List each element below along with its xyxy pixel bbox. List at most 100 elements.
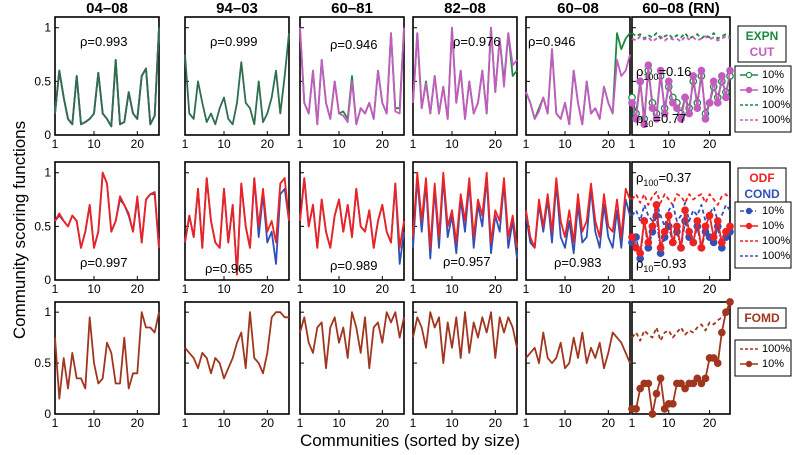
column-title-4: 60–08: [557, 0, 599, 17]
x-tick-label: 10: [332, 282, 346, 296]
series-line-r1-c3-1: [412, 171, 518, 249]
x-tick-label: 1: [52, 137, 59, 151]
panel-r0-c1: 1 10 20: [182, 16, 290, 151]
series-point: [713, 359, 722, 367]
series-line-r1-c5-0: [631, 191, 731, 206]
x-tick-label: 1: [629, 416, 636, 430]
series-point: [717, 328, 726, 337]
rho-label-r0-c2: ρ=0.946: [330, 37, 378, 52]
series-point: [726, 222, 734, 231]
rho-label-r1-c3: ρ=0.957: [443, 254, 491, 269]
series-line-r0-c5-1: [631, 35, 731, 43]
series-point: [722, 93, 730, 102]
x-tick-label: 20: [131, 137, 145, 151]
panel-r0-c0: 1 10 20 0 0.5 1: [34, 16, 160, 151]
series-point: [628, 98, 636, 107]
x-tick-label: 20: [703, 137, 717, 151]
legend-label-0-0: 10%: [762, 69, 784, 81]
column-title-0: 04–08: [86, 0, 128, 17]
series-line-r1-c1-1: [184, 177, 290, 276]
x-tick-label: 10: [332, 137, 346, 151]
panel-r1-c4: 1 10 20: [523, 161, 631, 296]
x-tick-label: 20: [602, 416, 616, 430]
x-tick-label: 20: [703, 282, 717, 296]
series-point: [636, 77, 645, 86]
legend-name-box-1: [737, 167, 787, 205]
series-point: [652, 389, 661, 398]
column-title-3: 82–08: [444, 0, 486, 17]
series-point: [636, 384, 645, 393]
legend-marker: [745, 360, 753, 368]
panel-r2-c2: 1 10 20: [297, 301, 405, 430]
series-point: [664, 211, 673, 220]
legend-name-0-1: CUT: [750, 45, 775, 59]
x-tick-label: 10: [662, 282, 676, 296]
series-point: [660, 405, 669, 413]
legend-marker: [745, 222, 753, 230]
panel-r1-c3: 1 10 20: [410, 161, 518, 296]
x-tick-label: 1: [52, 416, 59, 430]
rho-label-r0-c3: ρ=0.976: [453, 34, 501, 49]
series-point: [701, 222, 710, 231]
legend-name-box-0: [737, 25, 787, 63]
x-tick-label: 1: [410, 416, 417, 430]
series-point: [726, 66, 734, 75]
panel-r0-c4: 1 10 20: [523, 16, 631, 151]
panel-frame: [631, 161, 731, 281]
column-title-5: 60–08 (RN): [642, 0, 720, 17]
column-title-2: 60–81: [331, 0, 373, 17]
rho-label-r0-c4: ρ=0.946: [528, 34, 576, 49]
series-line-r2-c4-0: [525, 331, 631, 370]
series-point: [640, 120, 649, 129]
x-tick-label: 20: [489, 282, 503, 296]
panel-r1-c5: 1 10 20: [628, 161, 734, 296]
legend-name-0-0: EXPN: [746, 29, 779, 43]
series-line-r0-c4-1: [525, 48, 631, 126]
series-point: [664, 77, 673, 86]
x-tick-label: 20: [131, 416, 145, 430]
y-tick-label: 0.5: [34, 356, 51, 370]
legend-label-1-2: 100%: [762, 235, 790, 247]
series-point: [705, 211, 714, 220]
series-point: [693, 374, 702, 383]
series-point: [660, 109, 669, 118]
panel-r2-c4: 1 10 20: [523, 301, 631, 430]
y-tick-label: 0.5: [34, 219, 51, 233]
series-point: [644, 61, 653, 70]
series-point: [681, 384, 689, 393]
series-point: [673, 222, 681, 231]
series-point: [685, 227, 694, 236]
panel-r2-c0: 1 10 20 0 0.5 1: [34, 301, 160, 430]
x-tick-label: 20: [376, 137, 390, 151]
x-tick-label: 10: [558, 416, 572, 430]
legend-marker: [745, 86, 753, 94]
legend-name-1-1: COND: [744, 187, 780, 201]
x-tick-label: 20: [703, 416, 717, 430]
x-tick-label: 10: [662, 137, 676, 151]
x-tick-label: 10: [662, 416, 676, 430]
panel-r1-c1: 1 10 20: [182, 161, 290, 296]
panel-r2-c3: 1 10 20: [410, 301, 518, 430]
series-line-r0-c0-2: [54, 27, 160, 128]
rho-label-r1-c2: ρ=0.989: [330, 258, 378, 273]
x-tick-label: 20: [376, 416, 390, 430]
x-tick-label: 20: [376, 282, 390, 296]
series-point: [644, 379, 653, 388]
series-line-r2-c2-0: [299, 311, 405, 370]
legend-rn-box-0: [734, 65, 792, 133]
series-point: [644, 238, 653, 247]
series-line-r0-c2-1: [299, 27, 405, 126]
x-tick-label: 1: [182, 282, 189, 296]
x-tick-label: 1: [523, 282, 530, 296]
series-point: [660, 227, 669, 236]
x-tick-label: 10: [445, 282, 459, 296]
series-point: [717, 72, 726, 80]
y-tick-label: 1: [44, 21, 51, 35]
y-tick-label: 0.5: [34, 74, 51, 88]
series-point: [628, 233, 636, 241]
series-point: [713, 98, 722, 107]
x-tick-label: 1: [629, 282, 636, 296]
x-tick-label: 10: [558, 137, 572, 151]
legend-label-0-3: 100%: [762, 114, 790, 126]
